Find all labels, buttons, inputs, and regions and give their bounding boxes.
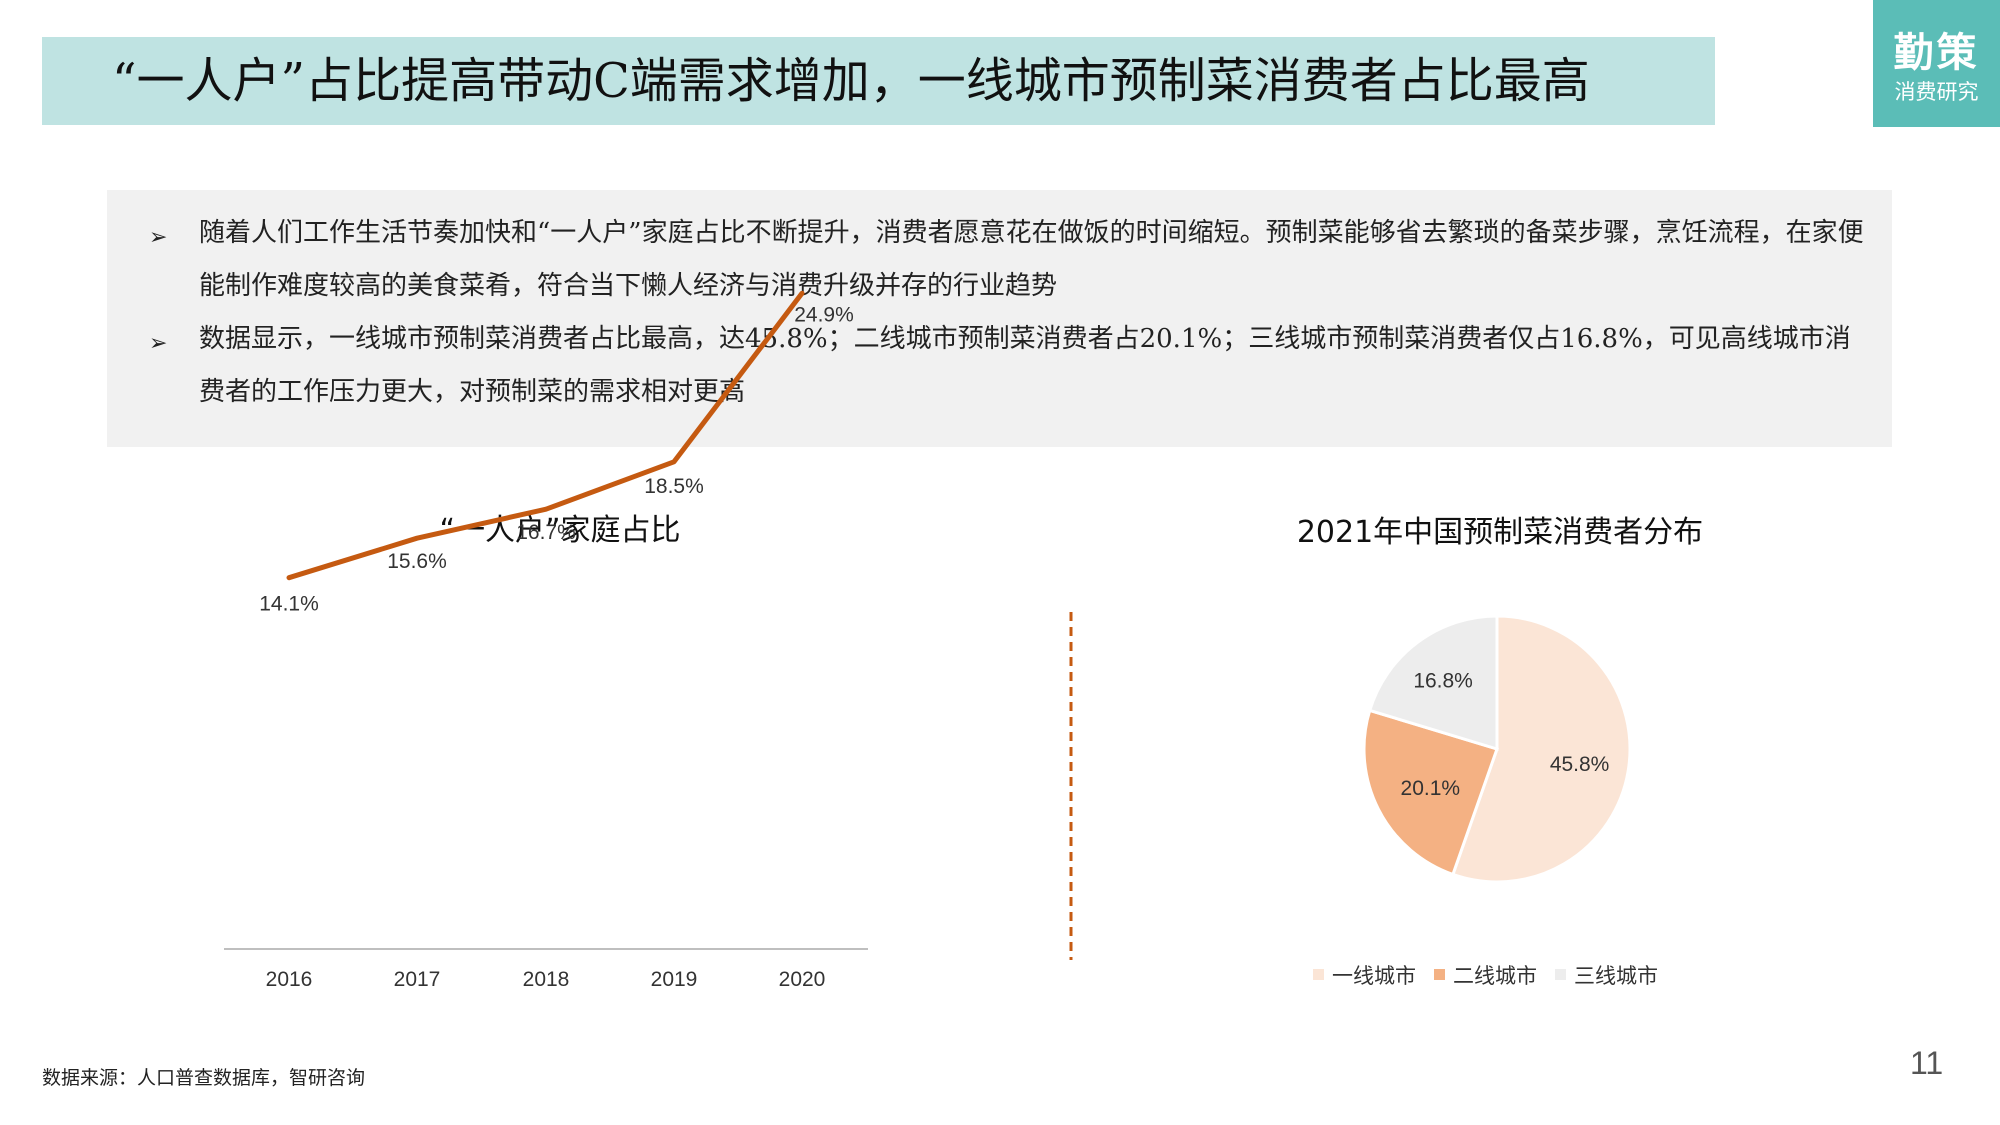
x-tick-label: 2019	[651, 968, 698, 991]
page-title: “一人户”占比提高带动C端需求增加，一线城市预制菜消费者占比最高	[112, 53, 1590, 109]
brand-logo: 勤策 消费研究	[1873, 0, 2000, 127]
x-tick-label: 2016	[266, 968, 313, 991]
pie-slice	[1367, 614, 1499, 752]
pie-data-label: 16.8%	[1413, 670, 1473, 693]
logo-sub-text: 消费研究	[1894, 81, 1979, 104]
summary-bullet-text: 随着人们工作生活节奏加快和“一人户”家庭占比不断提升，消费者愿意花在做饭的时间缩…	[199, 218, 1864, 301]
legend-swatch	[1313, 969, 1324, 980]
legend-label: 一线城市	[1332, 964, 1416, 988]
x-tick-label: 2018	[523, 968, 570, 991]
pie-slice	[1362, 708, 1499, 877]
logo-main-text: 勤策	[1893, 29, 1980, 76]
pie-chart: 45.8% 20.1% 16.8% 一线城市 二线城市 三线城市	[1313, 614, 1658, 988]
legend-swatch	[1555, 969, 1566, 980]
data-source-note: 数据来源：人口普查数据库，智研咨询	[42, 1067, 366, 1089]
line-point	[544, 507, 548, 511]
line-data-label: 15.6%	[387, 550, 447, 573]
x-tick-label: 2020	[779, 968, 826, 991]
page-number: 11	[1910, 1045, 1944, 1081]
legend-swatch	[1434, 969, 1445, 980]
pie-data-label: 20.1%	[1401, 777, 1461, 800]
title-band: “一人户”占比提高带动C端需求增加，一线城市预制菜消费者占比最高	[42, 37, 1715, 125]
line-point	[415, 536, 419, 540]
arrow-bullet-icon: ➢	[149, 224, 168, 249]
line-chart: 14.1% 15.6% 16.7% 18.5% 24.9% 2016 2017 2018 20…	[224, 290, 868, 991]
legend-label: 二线城市	[1453, 964, 1537, 988]
line-point	[287, 576, 291, 580]
x-tick-label: 2017	[394, 968, 441, 991]
line-point	[672, 460, 676, 464]
legend-label: 三线城市	[1574, 964, 1658, 988]
line-point	[800, 291, 804, 295]
pie-data-label: 45.8%	[1550, 753, 1610, 776]
arrow-bullet-icon: ➢	[149, 330, 168, 355]
line-data-label: 24.9%	[794, 303, 854, 326]
line-data-label: 14.1%	[259, 593, 319, 616]
line-chart-title: “一人户”家庭占比	[439, 513, 681, 548]
pie-chart-title: 2021年中国预制菜消费者分布	[1296, 515, 1704, 550]
summary-bullet-text: 数据显示，一线城市预制菜消费者占比最高，达45.8%；二线城市预制菜消费者占20…	[199, 324, 1851, 407]
summary-box: ➢ 随着人们工作生活节奏加快和“一人户”家庭占比不断提升，消费者愿意花在做饭的时…	[107, 190, 1892, 447]
line-data-label: 18.5%	[644, 475, 704, 498]
line-data-label: 16.7%	[516, 521, 576, 544]
